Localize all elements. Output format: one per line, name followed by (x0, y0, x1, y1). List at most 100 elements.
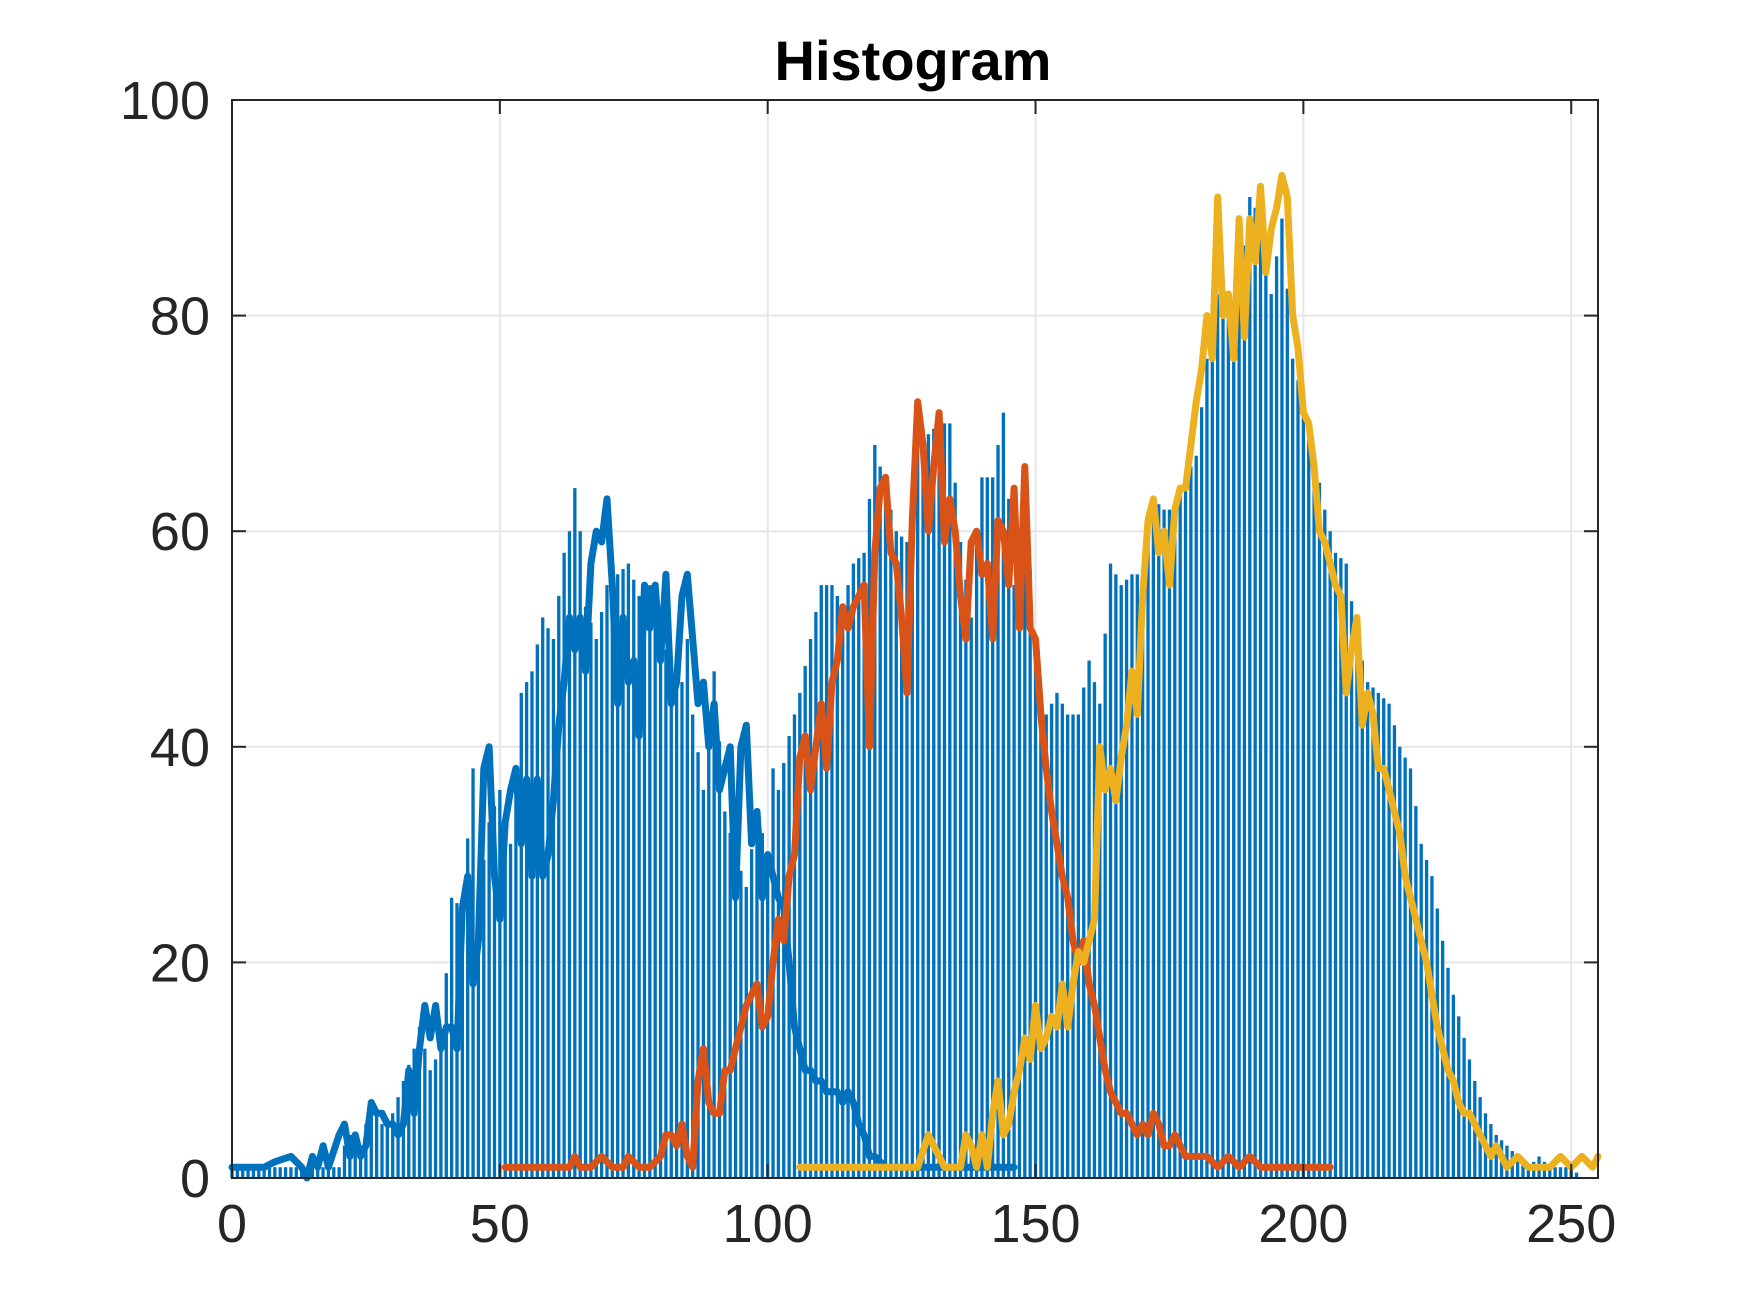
histogram-bar (1119, 585, 1123, 1178)
histogram-bar (889, 509, 893, 1178)
histogram-bar (267, 1167, 272, 1178)
histogram-bar (241, 1167, 245, 1178)
histogram-bar (696, 752, 700, 1178)
histogram-bar (1392, 725, 1397, 1178)
histogram-bar (1007, 498, 1011, 1178)
histogram-bar (733, 854, 738, 1178)
histogram-bar (1141, 574, 1145, 1178)
histogram-bar (932, 428, 936, 1178)
histogram-bar (476, 897, 481, 1178)
histogram-bar (1023, 477, 1027, 1178)
histogram-bar (642, 590, 647, 1178)
histogram-bar (1328, 531, 1332, 1178)
histogram-bar (905, 541, 909, 1178)
x-tick-label: 200 (1258, 1194, 1348, 1254)
axes-box (231, 99, 1599, 1179)
histogram-bar (1382, 698, 1386, 1178)
histogram-bar (948, 423, 952, 1178)
histogram-bar (482, 859, 486, 1178)
histogram-bar (1419, 843, 1423, 1178)
histogram-bar (1301, 401, 1306, 1179)
histogram-bar (953, 482, 957, 1178)
histogram-bar (1205, 358, 1209, 1179)
histogram-bar (1521, 1161, 1525, 1178)
histogram-bar (1108, 563, 1113, 1178)
histogram-bar (723, 811, 727, 1178)
histogram-bar (1307, 428, 1311, 1178)
histogram-bar (1548, 1167, 1552, 1178)
histogram-bar (883, 488, 888, 1179)
histogram-bar (1414, 806, 1418, 1178)
histogram-bar (557, 595, 561, 1178)
series-line-1 (228, 495, 1018, 1182)
histogram-bar (1226, 315, 1231, 1179)
histogram-bar (332, 1167, 336, 1178)
histogram-bar (824, 585, 829, 1178)
histogram-bar (444, 973, 448, 1178)
histogram-bar (433, 1059, 438, 1178)
histogram-bar (1435, 908, 1439, 1178)
histogram-bar (466, 838, 470, 1178)
histogram-bar (626, 563, 631, 1178)
histogram-bar (1017, 531, 1022, 1178)
histogram-bar (1387, 703, 1391, 1178)
histogram-bar (1280, 218, 1284, 1178)
histogram-bar (1424, 859, 1429, 1178)
histogram-bar (851, 563, 856, 1178)
histogram-bar (385, 1118, 390, 1178)
histogram-bar (1194, 455, 1198, 1178)
histogram-bar (691, 714, 695, 1178)
histogram-bar (1333, 552, 1338, 1178)
histogram-bar (1210, 326, 1214, 1178)
histogram-bar (1248, 197, 1252, 1178)
histogram-bar (1082, 687, 1086, 1178)
histogram-bar (1349, 601, 1354, 1178)
histogram-bar (1232, 304, 1236, 1178)
x-tick-label: 150 (990, 1194, 1080, 1254)
histogram-bar (653, 612, 657, 1178)
histogram-bar (1151, 498, 1156, 1178)
histogram-bar (680, 682, 684, 1178)
histogram-bar (1033, 660, 1038, 1178)
y-tick-label: 80 (150, 287, 210, 347)
histogram-bar (1403, 757, 1407, 1178)
histogram-bar (878, 466, 882, 1178)
histogram-bar (921, 428, 925, 1178)
histogram-bar (1162, 509, 1166, 1178)
histogram-bar (1365, 682, 1370, 1178)
histogram-bar (246, 1167, 250, 1178)
histogram-bar (867, 498, 872, 1178)
histogram-bar (958, 541, 963, 1178)
histogram-bar (257, 1167, 261, 1178)
histogram-bar (792, 714, 797, 1178)
histogram-bar (514, 768, 518, 1178)
histogram-bar (819, 585, 823, 1178)
histogram-bar (685, 639, 689, 1178)
histogram-bar (1558, 1167, 1563, 1178)
x-tick-label: 50 (470, 1194, 530, 1254)
histogram-bar (637, 595, 641, 1178)
histogram-bar (1323, 509, 1327, 1178)
histogram-bar (321, 1167, 325, 1178)
histogram-bar (749, 849, 754, 1178)
histogram-bar (1398, 746, 1402, 1178)
histogram-bar (407, 1064, 411, 1178)
y-tick-label: 20 (150, 933, 210, 993)
histogram-bar (1076, 714, 1081, 1178)
histogram-bar (1060, 703, 1064, 1178)
histogram-bar (873, 444, 877, 1179)
histogram-bar (530, 671, 534, 1178)
histogram-bar (391, 1113, 395, 1178)
histogram-bar (803, 665, 807, 1178)
histogram-bar (251, 1167, 256, 1178)
histogram-bar (439, 1048, 443, 1178)
histogram-bar (1526, 1167, 1531, 1178)
histogram-bar (1242, 245, 1247, 1178)
histogram-bar (1344, 563, 1348, 1178)
histogram-bar (1269, 294, 1273, 1178)
histogram-bar (374, 1113, 379, 1178)
histogram-bar (744, 886, 748, 1178)
histogram-bar (567, 531, 572, 1178)
histogram-bar (562, 552, 566, 1178)
